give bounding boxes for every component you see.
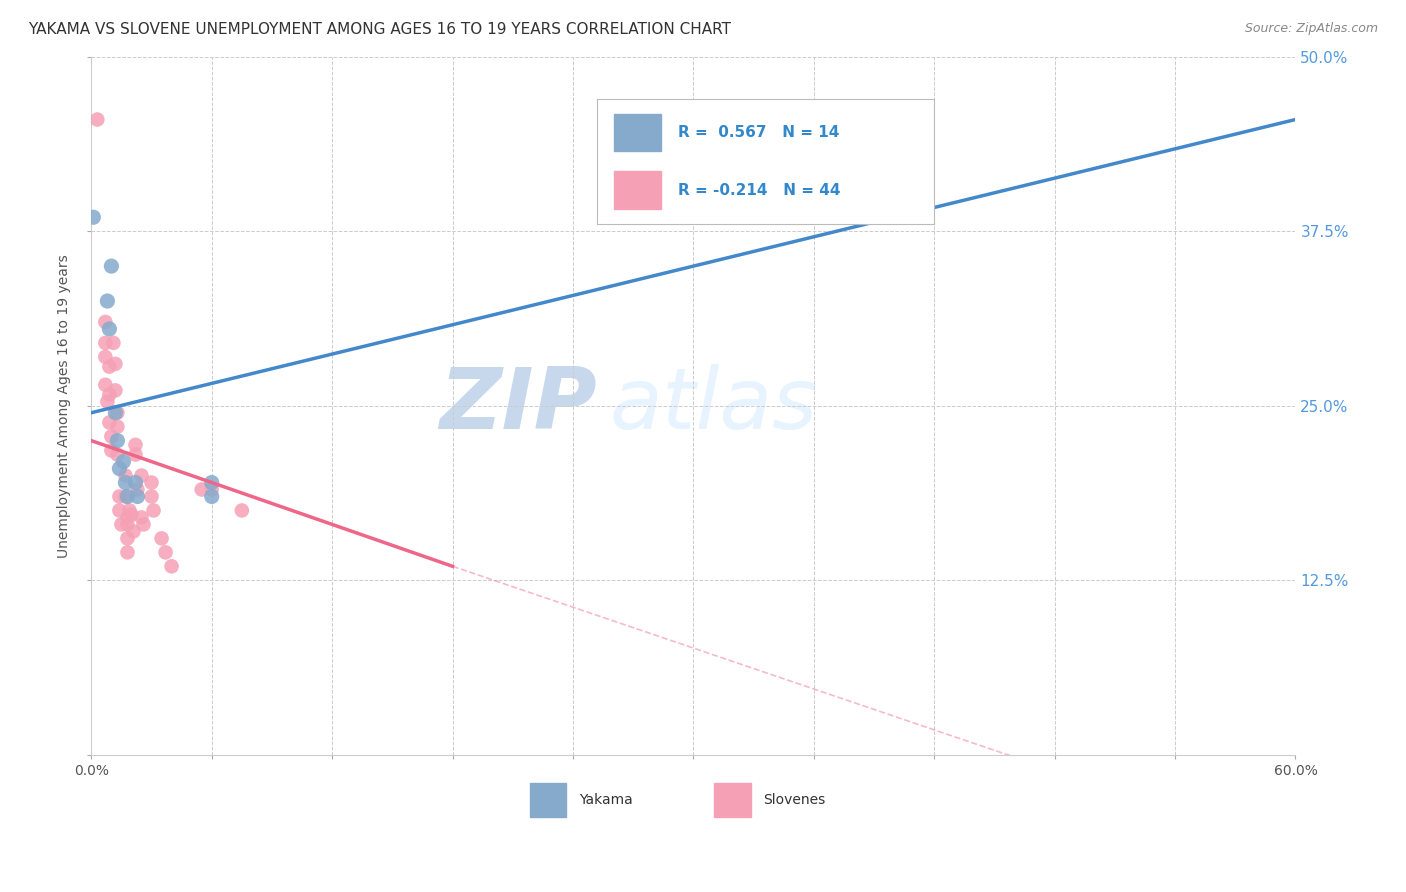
Point [127,483,149,497]
Text: YAKAMA VS SLOVENE UNEMPLOYMENT AMONG AGES 16 TO 19 YEARS CORRELATION CHART: YAKAMA VS SLOVENE UNEMPLOYMENT AMONG AGE… [28,22,731,37]
Point [117,532,139,546]
Point [94,335,117,350]
Point [118,503,141,517]
Point [100,259,122,273]
Point [94,377,117,392]
Point [94,350,117,364]
Point [94,315,117,329]
Point [160,559,183,574]
Point [117,545,139,559]
Point [117,517,139,532]
Point [231,503,253,517]
Point [104,384,127,398]
Y-axis label: Unemployment Among Ages 16 to 19 years: Unemployment Among Ages 16 to 19 years [58,254,72,558]
Point [98,359,121,374]
Point [107,448,129,462]
Point [124,475,146,490]
Point [82,211,104,225]
Point [86,112,108,127]
Text: ZIP: ZIP [440,364,598,447]
Point [201,475,224,490]
Point [150,532,173,546]
Point [114,490,136,504]
Point [142,503,165,517]
Point [124,438,146,452]
Point [155,545,177,559]
Point [131,468,153,483]
Point [190,483,212,497]
Point [131,510,153,524]
Point [117,490,139,504]
Point [132,517,155,532]
Point [96,394,118,409]
Point [96,293,118,308]
Point [104,357,127,371]
Point [201,490,224,504]
Point [122,524,145,539]
Point [108,490,131,504]
Point [110,517,132,532]
Point [98,387,121,401]
Point [117,510,139,524]
Point [141,490,163,504]
Point [127,490,149,504]
Text: Source: ZipAtlas.com: Source: ZipAtlas.com [1244,22,1378,36]
Point [103,335,125,350]
Point [104,406,127,420]
Point [100,443,122,458]
Point [98,322,121,336]
Text: atlas: atlas [609,364,817,447]
Point [120,508,142,522]
Point [141,475,163,490]
Point [114,475,136,490]
Point [124,448,146,462]
Point [107,434,129,448]
Point [107,419,129,434]
Point [108,503,131,517]
Point [108,461,131,475]
Point [201,483,224,497]
Point [114,468,136,483]
Point [112,454,135,468]
Point [107,406,129,420]
Point [100,429,122,443]
Point [98,416,121,430]
